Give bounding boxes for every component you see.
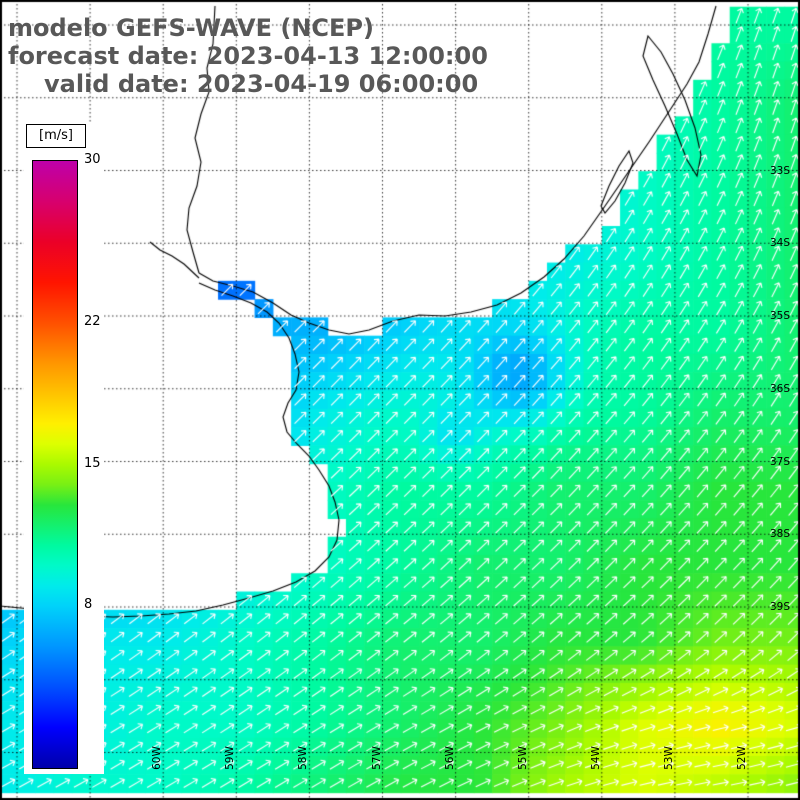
page-title: modelo GEFS-WAVE (NCEP) xyxy=(8,14,374,42)
valid-date-line: valid date: 2023-04-19 06:00:00 xyxy=(44,70,479,98)
colorbar-tick-22: 22 xyxy=(84,313,101,329)
title-block: modelo GEFS-WAVE (NCEP) forecast date: 2… xyxy=(8,14,488,98)
colorbar-tick-8: 8 xyxy=(84,597,93,613)
forecast-date-line: forecast date: 2023-04-13 12:00:00 xyxy=(8,42,488,70)
colorbar: [m/s] 30 22 15 8 xyxy=(24,122,104,774)
colorbar-gradient xyxy=(32,160,78,769)
colorbar-tick-30: 30 xyxy=(84,152,101,167)
colorbar-unit-label: [m/s] xyxy=(26,124,86,148)
colorbar-tick-15: 15 xyxy=(84,455,101,471)
